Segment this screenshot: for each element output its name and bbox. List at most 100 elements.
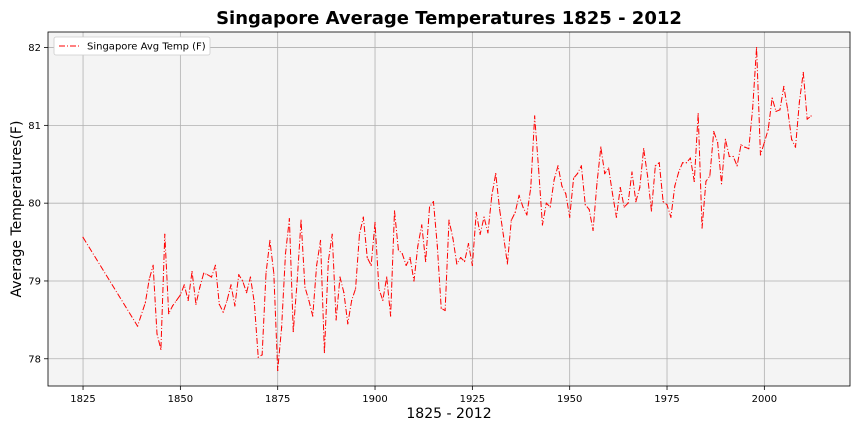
data-point [347, 323, 349, 325]
data-point [693, 180, 695, 182]
data-point [284, 253, 287, 255]
y-axis-label: Average Temperatures(F) [9, 121, 25, 298]
x-tick-label: 1925 [460, 394, 485, 405]
data-point [740, 144, 742, 146]
data-point [530, 187, 532, 189]
data-point [312, 315, 314, 317]
data-point [802, 71, 804, 74]
data-point [156, 333, 158, 335]
data-point [475, 211, 477, 214]
plot-area [48, 32, 850, 386]
data-point [179, 294, 181, 296]
data-point [674, 185, 676, 187]
data-point [432, 201, 435, 203]
data-point [386, 276, 388, 278]
data-point [421, 224, 423, 226]
data-point [335, 319, 337, 321]
data-point [327, 260, 329, 263]
data-point [635, 201, 637, 203]
data-point [631, 171, 633, 173]
x-tick-label: 1900 [362, 394, 387, 405]
data-point [390, 315, 392, 317]
data-point [537, 167, 540, 169]
data-point [191, 271, 193, 273]
data-point [487, 232, 489, 234]
data-point [584, 204, 586, 206]
data-point [401, 253, 403, 255]
data-point [397, 249, 399, 251]
data-point [771, 97, 773, 99]
data-point [728, 155, 730, 158]
data-point [791, 138, 793, 140]
series-line [82, 47, 812, 371]
data-point [378, 288, 380, 290]
data-point [627, 202, 629, 204]
data-point [623, 206, 625, 208]
data-point [713, 130, 715, 133]
data-point [382, 299, 384, 302]
data-point [580, 165, 582, 167]
data-point [164, 233, 166, 235]
data-point [238, 274, 240, 276]
tick-layer: 1825 1850 1875 1900 1925 1950 1975 2000 78 79 80 81… [28, 43, 777, 405]
data-point [767, 128, 769, 130]
data-point [296, 280, 298, 282]
data-point [428, 206, 431, 208]
data-point [230, 284, 232, 286]
data-point [374, 222, 376, 224]
data-point [425, 260, 427, 263]
data-point [351, 299, 353, 302]
data-point [483, 216, 485, 218]
data-point [253, 302, 255, 304]
data-point [689, 157, 691, 159]
data-point [331, 233, 333, 235]
data-point [565, 193, 567, 195]
data-point [257, 356, 259, 358]
data-point [724, 138, 727, 140]
data-point [685, 162, 688, 164]
data-point [277, 369, 279, 372]
data-point [160, 348, 162, 351]
x-tick-label: 1975 [654, 394, 679, 405]
data-point [592, 229, 594, 231]
data-point [362, 216, 364, 218]
data-point [643, 148, 645, 150]
data-point [744, 146, 746, 148]
data-point [670, 216, 672, 218]
x-tick-label: 1950 [557, 394, 582, 405]
y-tick-label: 80 [28, 199, 41, 210]
legend-box [53, 36, 211, 56]
data-point [203, 272, 205, 274]
data-point [175, 299, 178, 302]
data-point [304, 286, 306, 288]
data-point [810, 115, 812, 117]
data-point [662, 201, 664, 203]
data-point [701, 227, 703, 229]
data-point [510, 219, 512, 221]
data-point [646, 175, 649, 177]
data-point [226, 299, 228, 302]
data-point [370, 264, 372, 267]
data-point [436, 245, 438, 247]
data-point [779, 109, 781, 111]
data-point [152, 264, 154, 267]
data-point [444, 309, 446, 312]
data-point [207, 274, 209, 276]
series-layer [82, 46, 812, 372]
data-point [794, 146, 797, 148]
data-point [639, 187, 641, 189]
data-point [600, 146, 602, 148]
data-point [463, 260, 466, 263]
data-point [549, 206, 551, 208]
data-point [553, 179, 555, 181]
data-point [709, 175, 711, 177]
data-point [604, 173, 606, 175]
data-point [518, 194, 520, 196]
data-point [183, 284, 185, 286]
data-point [541, 224, 544, 226]
data-point [288, 218, 290, 220]
data-point [467, 243, 470, 245]
data-point [787, 109, 789, 111]
data-point [413, 280, 415, 282]
data-point [658, 162, 660, 164]
